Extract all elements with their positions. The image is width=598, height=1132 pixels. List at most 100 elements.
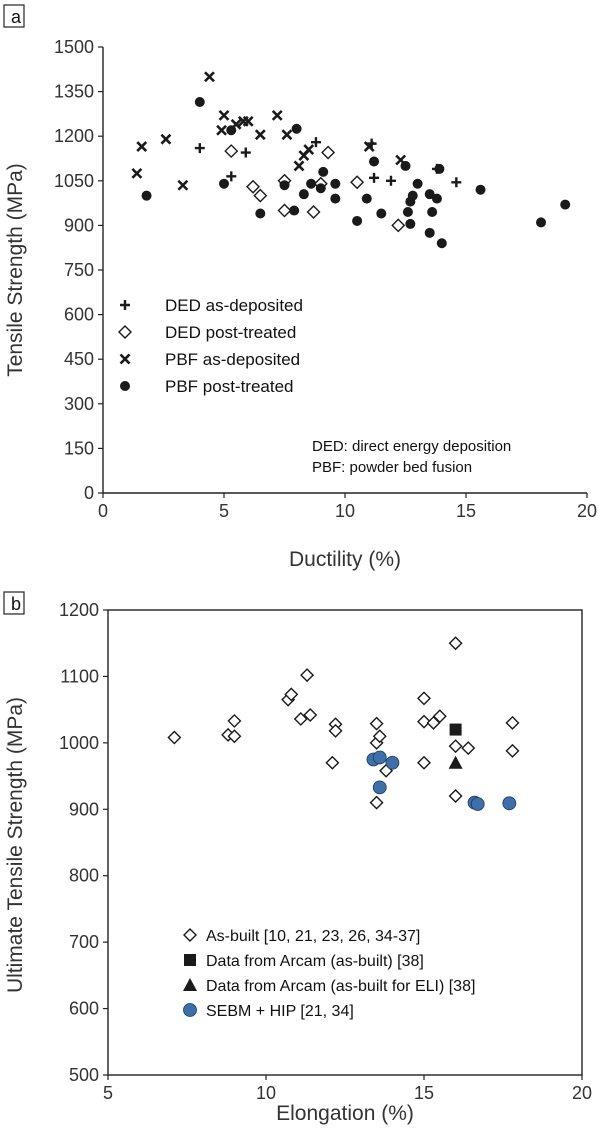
legend-marker-filled-circle — [183, 1003, 197, 1017]
y-tick-label: 300 — [64, 394, 94, 414]
y-tick-label: 700 — [69, 932, 99, 952]
data-point-circle — [194, 97, 205, 108]
data-point-circle — [318, 166, 329, 177]
data-point-filled-circle — [502, 796, 517, 811]
data-point-circle — [141, 190, 152, 201]
data-point-diamond — [505, 715, 520, 730]
data-point-circle — [352, 215, 363, 226]
data-point-x — [271, 109, 283, 121]
panel-label-a: a — [11, 7, 22, 27]
data-point-diamond — [448, 789, 463, 803]
data-point-circle — [412, 178, 423, 189]
data-point-circle — [560, 199, 571, 210]
data-point-circle — [289, 205, 300, 216]
data-point-circle — [226, 125, 237, 136]
data-point-diamond — [328, 723, 343, 738]
legend-label: Data from Arcam (as-built) [38] — [206, 953, 424, 970]
data-point-x — [177, 179, 189, 191]
chart-b: 5 10 15 20 500 600 700 800 900 1000 1100 1200 As-bu… — [3, 591, 592, 1125]
data-point-filled-circle — [372, 750, 387, 765]
legend-label: Data from Arcam (as-built for ELI) [38] — [206, 978, 475, 995]
y-tick-label: 1100 — [60, 666, 99, 686]
y-tick-label: 1200 — [54, 126, 94, 146]
data-point-circle — [291, 123, 302, 134]
legend-marker-diamond — [118, 325, 132, 339]
data-point-plus — [385, 175, 396, 186]
data-point-diamond — [246, 179, 261, 194]
data-point-circle — [427, 207, 438, 218]
legend-marker-x — [119, 353, 131, 365]
data-point-circle — [431, 193, 442, 204]
data-point-diamond — [277, 203, 292, 218]
data-point-circle — [369, 156, 380, 167]
x-tick-label: 15 — [414, 1083, 434, 1103]
data-point-plus — [451, 177, 462, 188]
data-point-plus — [310, 137, 321, 148]
data-point-diamond — [300, 668, 315, 683]
data-point-plus — [369, 172, 380, 183]
x-tick-label: 5 — [103, 1083, 113, 1103]
data-point-filled-circle — [470, 797, 485, 811]
data-point-diamond — [227, 713, 242, 728]
y-tick-label: 1050 — [54, 171, 94, 191]
data-point-x — [216, 124, 227, 136]
legend-marker-square — [184, 954, 196, 966]
panel-label-b: b — [11, 594, 21, 614]
legend-label: SEBM + HIP [21, 34] — [206, 1003, 354, 1020]
legend-label: DED as-deposited — [165, 296, 303, 315]
data-point-circle — [400, 160, 411, 171]
x-tick-label: 10 — [256, 1083, 276, 1103]
data-point-circle — [405, 196, 416, 207]
y-axis-label-a: Tensile Strength (MPa) — [4, 163, 27, 377]
data-point-x — [218, 109, 230, 121]
x-tick-label: 15 — [456, 501, 476, 521]
y-tick-label: 1350 — [54, 82, 94, 102]
data-point-diamond — [369, 716, 384, 731]
data-point-circle — [219, 178, 229, 189]
x-tick-label: 20 — [577, 501, 597, 521]
data-point-diamond — [461, 741, 476, 756]
data-point-diamond — [350, 175, 365, 190]
data-point-circle — [330, 193, 341, 204]
panel-label-box — [3, 4, 25, 28]
data-point-circle — [424, 227, 435, 238]
plot-frame — [107, 609, 583, 1076]
data-point-circle — [306, 178, 317, 189]
data-point-circle — [361, 193, 372, 204]
data-point-circle — [402, 207, 413, 218]
legend-label: PBF post-treated — [165, 377, 294, 396]
legend-marker-plus — [120, 300, 130, 310]
x-axis-label-a: Ductility (%) — [289, 548, 401, 571]
x-tick-label: 10 — [335, 501, 355, 521]
x-axis-label-b: Elongation (%) — [276, 1102, 414, 1125]
y-tick-label: 800 — [69, 866, 99, 886]
data-point-diamond — [325, 755, 340, 770]
data-point-x — [293, 160, 305, 172]
note-ded: DED: direct energy deposition — [312, 438, 511, 455]
data-point-diamond — [369, 795, 384, 810]
y-tick-label: 450 — [64, 349, 94, 369]
data-point-diamond — [372, 729, 387, 744]
data-point-x — [363, 141, 375, 153]
data-point-x — [136, 141, 148, 153]
data-point-circle — [298, 189, 309, 200]
x-tick-label: 20 — [572, 1083, 592, 1103]
data-point-filled-circle — [372, 780, 387, 795]
data-point-circle — [424, 189, 435, 200]
data-point-circle — [475, 184, 486, 195]
y-tick-label: 0 — [84, 483, 94, 503]
data-point-diamond — [284, 687, 299, 702]
data-point-diamond — [306, 205, 321, 220]
legend-marker-diamond — [183, 928, 197, 942]
legend-label: PBF as-deposited — [165, 350, 300, 369]
data-point-triangle — [448, 755, 463, 769]
y-axis-label-b: Ultimate Tensile Strength (MPa) — [4, 697, 27, 993]
y-tick-label: 600 — [64, 305, 94, 325]
data-point-diamond — [448, 636, 463, 651]
data-point-x — [242, 115, 254, 127]
y-tick-label: 1000 — [59, 733, 99, 753]
data-point-diamond — [167, 730, 182, 745]
y-tick-label: 600 — [69, 999, 99, 1019]
data-point-circle — [436, 238, 447, 249]
data-point-x — [131, 167, 143, 179]
